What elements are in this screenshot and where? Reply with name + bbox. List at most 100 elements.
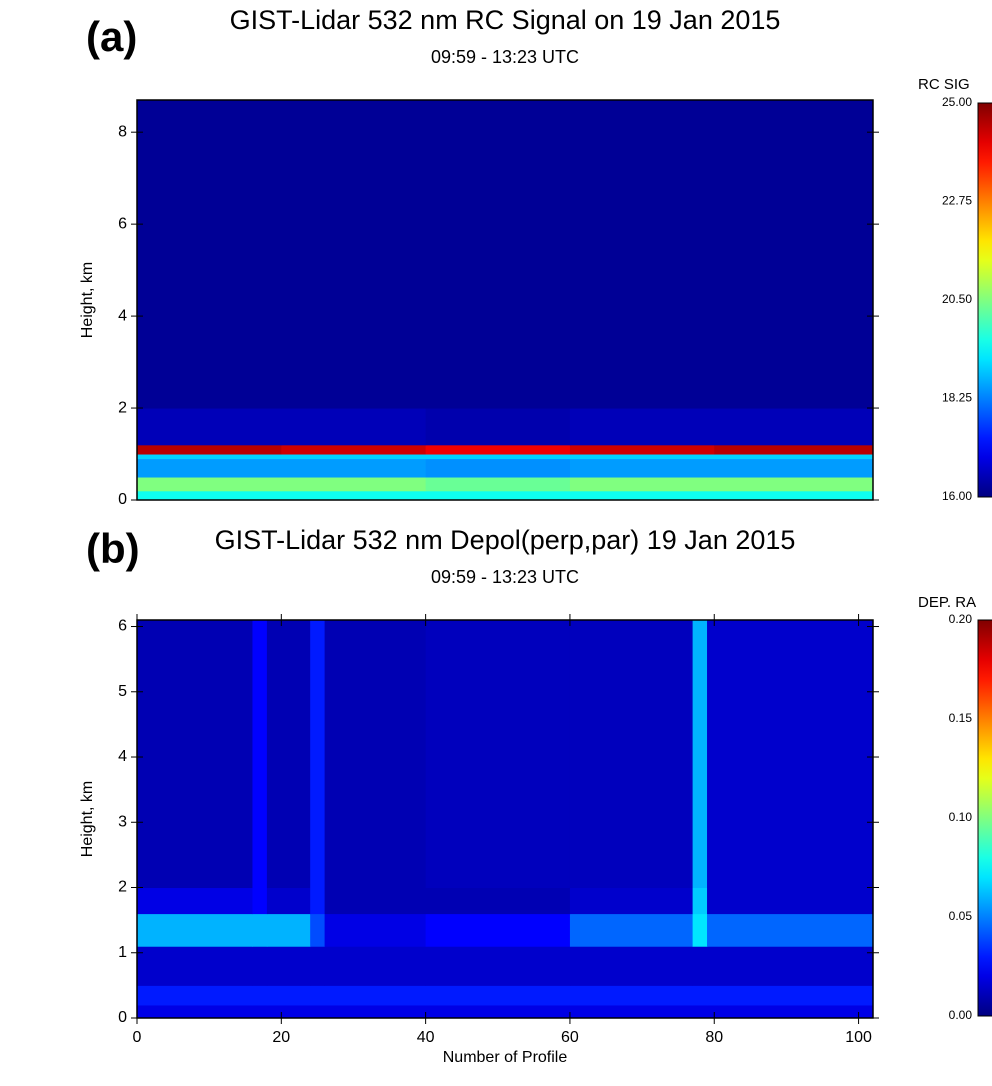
heatmap-cell	[569, 454, 715, 460]
heatmap-cell	[425, 100, 571, 409]
heatmap-cell	[692, 985, 708, 1006]
chart-subtitle: 09:59 - 13:23 UTC	[431, 47, 579, 67]
y-tick-label: 8	[118, 123, 127, 140]
heatmap-cell	[324, 887, 427, 915]
heatmap-cell	[281, 444, 427, 455]
heatmap-cell	[137, 887, 253, 915]
heatmap-cell	[137, 913, 253, 947]
x-tick-label: 40	[417, 1029, 435, 1046]
heatmap-cell	[281, 490, 427, 501]
heatmap-cell	[714, 477, 874, 492]
heatmap-cell	[137, 444, 282, 455]
heatmap-cell	[714, 100, 874, 409]
heatmap-cell	[266, 946, 311, 986]
heatmap-cell	[425, 1004, 571, 1019]
y-axis-label: Height, km	[79, 781, 96, 857]
heatmap-cell	[425, 454, 571, 460]
heatmap-cell	[137, 100, 282, 409]
chart-subtitle: 09:59 - 13:23 UTC	[431, 567, 579, 587]
heatmap-cell	[252, 913, 268, 947]
heatmap-cell	[425, 985, 571, 1006]
y-tick-label: 4	[118, 748, 127, 765]
y-tick-label: 1	[118, 944, 127, 961]
heatmap-cell	[425, 913, 571, 947]
heatmap-cell	[137, 477, 282, 492]
heatmap-cell	[281, 408, 427, 446]
heatmap-cell	[137, 946, 253, 986]
x-tick-label: 100	[845, 1029, 872, 1046]
y-tick-label: 5	[118, 683, 127, 700]
heatmap-cell	[569, 887, 694, 915]
heatmap-cell	[281, 458, 427, 478]
colorbar-tick-label: 0.00	[949, 1008, 973, 1022]
heatmap-cell	[707, 1004, 874, 1019]
colorbar-label: DEP. RA	[918, 594, 976, 611]
heatmap-cell	[714, 444, 874, 455]
heatmap-cell	[425, 946, 571, 986]
heatmap-cell	[324, 1004, 427, 1019]
heatmap-cell	[310, 1004, 326, 1019]
panel-label: (b)	[86, 525, 140, 572]
heatmap-cell	[714, 408, 874, 446]
heatmap-cell	[425, 444, 571, 455]
heatmap-cell	[707, 946, 874, 986]
heatmap-cell	[569, 458, 715, 478]
heatmap-cell	[252, 1004, 268, 1019]
heatmap-cell	[324, 946, 427, 986]
heatmap-cell	[310, 985, 326, 1006]
heatmap-cell	[137, 620, 253, 889]
heatmap-cell	[324, 913, 427, 947]
x-tick-label: 80	[705, 1029, 723, 1046]
colorbar-tick-label: 20.50	[942, 292, 972, 306]
x-axis-label: Number of Profile	[443, 1049, 568, 1066]
heatmap-cell	[569, 620, 694, 889]
heatmap-cell	[324, 985, 427, 1006]
heatmap-cell	[137, 408, 282, 446]
heatmap-cell	[281, 100, 427, 409]
y-axis-label: Height, km	[79, 262, 96, 338]
heatmap-cell	[707, 620, 874, 889]
y-tick-label: 6	[118, 618, 127, 635]
heatmap-cell	[692, 913, 708, 947]
heatmap-cell	[692, 887, 708, 915]
y-tick-label: 2	[118, 879, 127, 896]
heatmap-cell	[714, 454, 874, 460]
x-tick-label: 0	[133, 1029, 142, 1046]
colorbar-tick-label: 25.00	[942, 95, 972, 109]
colorbar-tick-label: 0.20	[949, 612, 973, 626]
heatmap-cell	[714, 490, 874, 501]
colorbar-tick-label: 18.25	[942, 391, 972, 405]
plot-frame	[136, 99, 874, 501]
x-tick-label: 20	[272, 1029, 290, 1046]
heatmap-cell	[714, 458, 874, 478]
heatmap-cell	[692, 946, 708, 986]
heatmap-cell	[569, 1004, 694, 1019]
colorbar-tick-label: 22.75	[942, 194, 972, 208]
heatmap-cell	[281, 454, 427, 460]
heatmap-cell	[569, 490, 715, 501]
heatmap-cell	[569, 913, 694, 947]
y-tick-label: 0	[118, 1009, 127, 1026]
plot-frame	[136, 619, 874, 1019]
heatmap-cell	[310, 946, 326, 986]
heatmap-cell	[425, 620, 571, 889]
heatmap-cell	[692, 1004, 708, 1019]
heatmap-cell	[137, 454, 282, 460]
colorbar	[977, 619, 992, 1017]
colorbar-tick-label: 0.05	[949, 909, 973, 923]
heatmap-cell	[425, 458, 571, 478]
heatmap-cell	[252, 887, 268, 915]
heatmap-cell	[137, 458, 282, 478]
heatmap-cell	[707, 985, 874, 1006]
heatmap-cell	[266, 1004, 311, 1019]
heatmap-cell	[707, 913, 874, 947]
heatmap-cell	[569, 100, 715, 409]
heatmap-cell	[310, 913, 326, 947]
heatmap-cell	[281, 477, 427, 492]
heatmap-cell	[266, 913, 311, 947]
heatmap-cell	[137, 1004, 253, 1019]
heatmap-cell	[692, 620, 708, 889]
heatmap-cell	[425, 408, 571, 446]
